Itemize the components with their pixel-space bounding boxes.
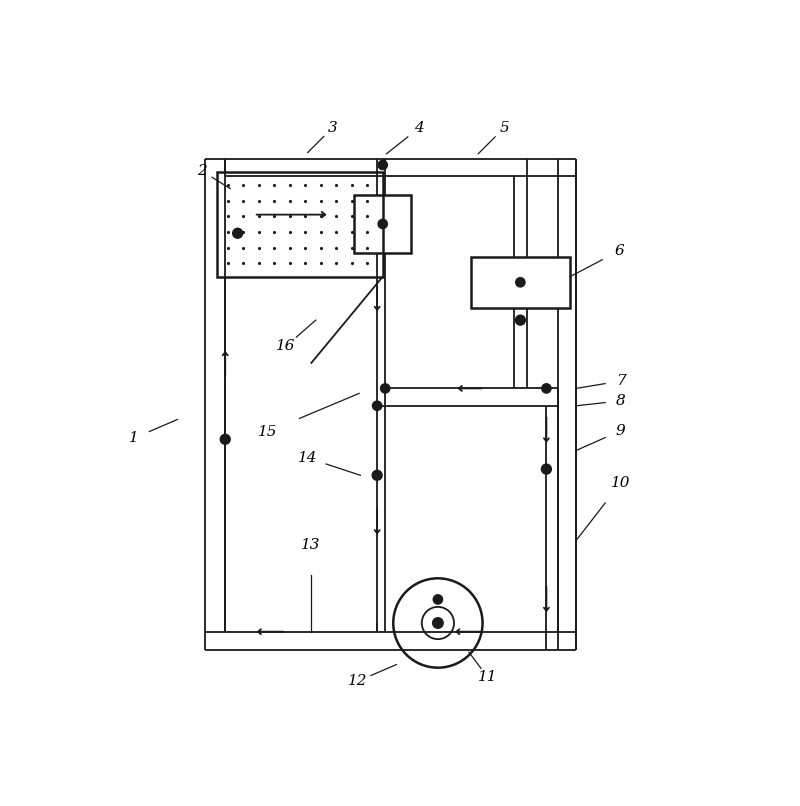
Circle shape (434, 595, 442, 604)
Text: 12: 12 (347, 675, 367, 688)
Text: 7: 7 (616, 374, 626, 388)
Bar (217, 172, 382, 276)
Circle shape (381, 384, 390, 393)
Text: 4: 4 (414, 121, 424, 135)
Text: 1: 1 (130, 431, 139, 445)
Text: 14: 14 (298, 451, 318, 465)
Circle shape (515, 315, 526, 325)
Text: 10: 10 (611, 476, 630, 490)
Circle shape (542, 464, 551, 474)
Circle shape (372, 471, 382, 480)
Circle shape (433, 617, 443, 629)
Circle shape (378, 219, 387, 229)
Text: 11: 11 (478, 670, 498, 684)
Circle shape (378, 160, 387, 169)
Circle shape (220, 434, 230, 444)
Text: 6: 6 (614, 243, 625, 258)
Circle shape (233, 228, 242, 239)
Text: 13: 13 (301, 538, 321, 552)
Text: 16: 16 (276, 339, 296, 353)
Text: 8: 8 (616, 394, 626, 408)
Circle shape (542, 384, 551, 393)
Text: 5: 5 (499, 121, 509, 135)
Circle shape (516, 277, 525, 287)
Text: 2: 2 (198, 164, 207, 178)
Bar (354, 195, 411, 253)
Text: 15: 15 (258, 425, 277, 438)
Bar (470, 257, 570, 308)
Text: 9: 9 (616, 424, 626, 438)
Circle shape (373, 401, 382, 410)
Text: 3: 3 (328, 121, 338, 135)
